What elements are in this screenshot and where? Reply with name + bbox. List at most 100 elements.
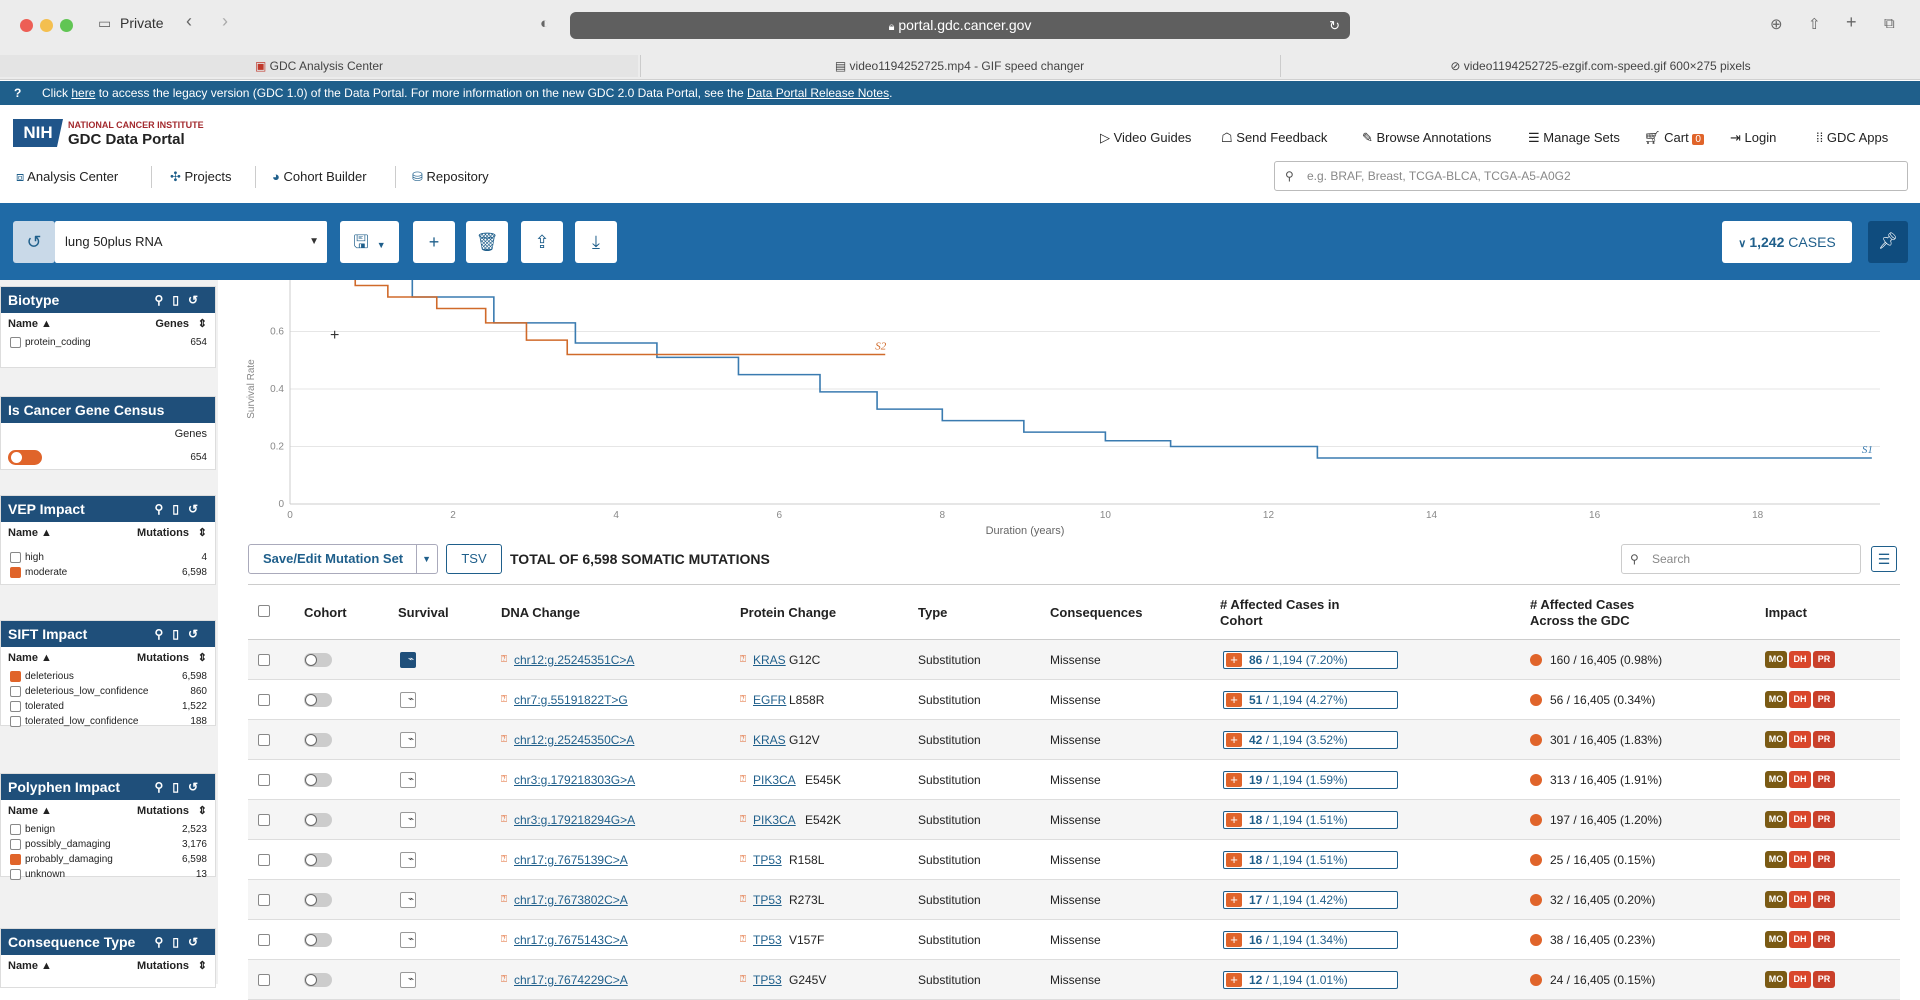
gene-link[interactable]: TP53: [753, 973, 782, 987]
filter-option[interactable]: protein_coding 654: [1, 335, 215, 350]
filter-option[interactable]: moderate 6,598: [1, 565, 215, 580]
table-row[interactable]: ⌁ ⍰ chr17:g.7674229C>A ⍰ TP53 G245V Substituti…: [248, 960, 1900, 1000]
back-icon[interactable]: ‹: [186, 11, 192, 31]
expand-icon[interactable]: [1530, 814, 1542, 826]
tab-overview-icon[interactable]: ⧉: [1884, 15, 1895, 32]
survival-plot-button[interactable]: ⌁: [400, 892, 416, 908]
impact-badge-mo[interactable]: MO: [1765, 691, 1787, 708]
card-tools-icon[interactable]: ⚲▯↺: [154, 293, 207, 307]
card-tools-icon[interactable]: ⚲▯↺: [154, 780, 207, 794]
impact-badge-pr[interactable]: PR: [1813, 811, 1835, 828]
affected-cases-cohort[interactable]: +18 / 1,194 (1.51%): [1223, 811, 1398, 829]
video-guides-link[interactable]: ▷ Video Guides: [1100, 129, 1191, 147]
nav-analysis-center[interactable]: ⧈ Analysis Center: [16, 168, 118, 186]
impact-badge-pr[interactable]: PR: [1813, 851, 1835, 868]
column-header[interactable]: Name ▲ Mutations ⇕: [1, 522, 215, 544]
col-consequences[interactable]: Consequences: [1050, 605, 1143, 620]
impact-badge-mo[interactable]: MO: [1765, 931, 1787, 948]
gene-link[interactable]: TP53: [753, 853, 782, 867]
affected-cases-cohort[interactable]: +18 / 1,194 (1.51%): [1223, 851, 1398, 869]
row-checkbox[interactable]: [258, 774, 270, 786]
column-header[interactable]: Name ▲ Genes ⇕: [1, 313, 215, 335]
row-checkbox[interactable]: [258, 974, 270, 986]
impact-badge-mo[interactable]: MO: [1765, 971, 1787, 988]
filter-option[interactable]: deleterious_low_confidence 860: [1, 684, 215, 699]
address-bar[interactable]: 🔒︎ portal.gdc.cancer.gov ↻: [570, 12, 1350, 39]
table-row[interactable]: ⌁ ⍰ chr3:g.179218294G>A ⍰ PIK3CA E542K Substit…: [248, 800, 1900, 840]
cgc-toggle[interactable]: [8, 450, 42, 465]
impact-badge-dh[interactable]: DH: [1789, 811, 1811, 828]
impact-badge-mo[interactable]: MO: [1765, 891, 1787, 908]
col-affected-gdc[interactable]: # Affected Cases Across the GDC: [1530, 597, 1635, 628]
impact-badge-pr[interactable]: PR: [1813, 651, 1835, 668]
checkbox[interactable]: [10, 854, 21, 865]
forward-icon[interactable]: ›: [222, 11, 228, 31]
col-cohort[interactable]: Cohort: [304, 605, 347, 620]
card-tools-icon[interactable]: ⚲▯↺: [154, 935, 207, 949]
manage-sets-link[interactable]: ☰ Manage Sets: [1528, 129, 1620, 147]
row-checkbox[interactable]: [258, 894, 270, 906]
table-search-input[interactable]: ⚲ Search: [1621, 544, 1861, 574]
impact-badge-mo[interactable]: MO: [1765, 851, 1787, 868]
close-window-button[interactable]: [20, 19, 33, 32]
row-checkbox[interactable]: [258, 654, 270, 666]
affected-cases-cohort[interactable]: +51 / 1,194 (4.27%): [1223, 691, 1398, 709]
minimize-window-button[interactable]: [40, 19, 53, 32]
cohort-toggle[interactable]: [304, 893, 332, 907]
impact-badge-pr[interactable]: PR: [1813, 891, 1835, 908]
expand-icon[interactable]: [1530, 694, 1542, 706]
dna-change-link[interactable]: chr7:g.55191822T>G: [514, 693, 628, 707]
row-checkbox[interactable]: [258, 854, 270, 866]
tab-gif-image[interactable]: ⊘ video1194252725-ezgif.com-speed.gif 60…: [1280, 55, 1920, 77]
import-cohort-button[interactable]: ⇪: [521, 221, 563, 263]
survival-plot-button[interactable]: ⌁: [400, 692, 416, 708]
column-header[interactable]: Name ▲ Mutations ⇕: [1, 647, 215, 669]
impact-badge-pr[interactable]: PR: [1813, 771, 1835, 788]
expand-icon[interactable]: [1530, 974, 1542, 986]
survival-plot-button[interactable]: ⌁: [400, 932, 416, 948]
send-feedback-link[interactable]: ☖ Send Feedback: [1221, 129, 1327, 147]
affected-cases-cohort[interactable]: +42 / 1,194 (3.52%): [1223, 731, 1398, 749]
survival-plot-button[interactable]: ⌁: [400, 772, 416, 788]
survival-plot-button[interactable]: ⌁: [400, 852, 416, 868]
table-row[interactable]: ⌁ ⍰ chr17:g.7673802C>A ⍰ TP53 R273L Substituti…: [248, 880, 1900, 920]
checkbox[interactable]: [10, 869, 21, 880]
share-icon[interactable]: ⇧: [1808, 16, 1821, 33]
col-survival[interactable]: Survival: [398, 605, 449, 620]
cart-link[interactable]: 🛒︎ Cart 0: [1644, 129, 1704, 149]
survival-plot-button[interactable]: ⌁: [400, 732, 416, 748]
checkbox[interactable]: [10, 839, 21, 850]
checkbox[interactable]: [10, 701, 21, 712]
impact-badge-pr[interactable]: PR: [1813, 971, 1835, 988]
col-impact[interactable]: Impact: [1765, 605, 1807, 620]
table-row[interactable]: ⌁ ⍰ chr12:g.25245350C>A ⍰ KRAS G12V Substituti…: [248, 720, 1900, 760]
row-checkbox[interactable]: [258, 934, 270, 946]
save-edit-mutation-set-button[interactable]: Save/Edit Mutation Set ▼: [248, 544, 438, 574]
card-tools-icon[interactable]: ⚲▯↺: [154, 502, 207, 516]
nih-logo[interactable]: NIH: [13, 119, 63, 147]
affected-cases-cohort[interactable]: +12 / 1,194 (1.01%): [1223, 971, 1398, 989]
impact-badge-dh[interactable]: DH: [1789, 691, 1811, 708]
legacy-link[interactable]: here: [71, 86, 96, 100]
dna-change-link[interactable]: chr3:g.179218303G>A: [514, 773, 636, 787]
checkbox[interactable]: [10, 567, 21, 578]
dna-change-link[interactable]: chr12:g.25245350C>A: [514, 733, 635, 747]
pin-cohort-button[interactable]: 📌︎: [1868, 221, 1908, 263]
checkbox[interactable]: [10, 716, 21, 727]
filter-option[interactable]: tolerated_low_confidence 188: [1, 714, 215, 729]
col-type[interactable]: Type: [918, 605, 948, 620]
row-checkbox[interactable]: [258, 694, 270, 706]
affected-cases-cohort[interactable]: +16 / 1,194 (1.34%): [1223, 931, 1398, 949]
expand-icon[interactable]: [1530, 734, 1542, 746]
select-all-checkbox[interactable]: [258, 605, 270, 617]
discard-changes-button[interactable]: ↺: [13, 221, 55, 263]
impact-badge-dh[interactable]: DH: [1789, 771, 1811, 788]
save-cohort-button[interactable]: 🖫︎ ▼: [340, 221, 399, 263]
browse-annotations-link[interactable]: ✎ Browse Annotations: [1362, 129, 1491, 147]
zoom-window-button[interactable]: [60, 19, 73, 32]
login-link[interactable]: ⇥ Login: [1730, 129, 1776, 147]
impact-badge-mo[interactable]: MO: [1765, 731, 1787, 748]
dna-change-link[interactable]: chr3:g.179218294G>A: [514, 813, 636, 827]
affected-cases-cohort[interactable]: +17 / 1,194 (1.42%): [1223, 891, 1398, 909]
gene-link[interactable]: TP53: [753, 893, 782, 907]
